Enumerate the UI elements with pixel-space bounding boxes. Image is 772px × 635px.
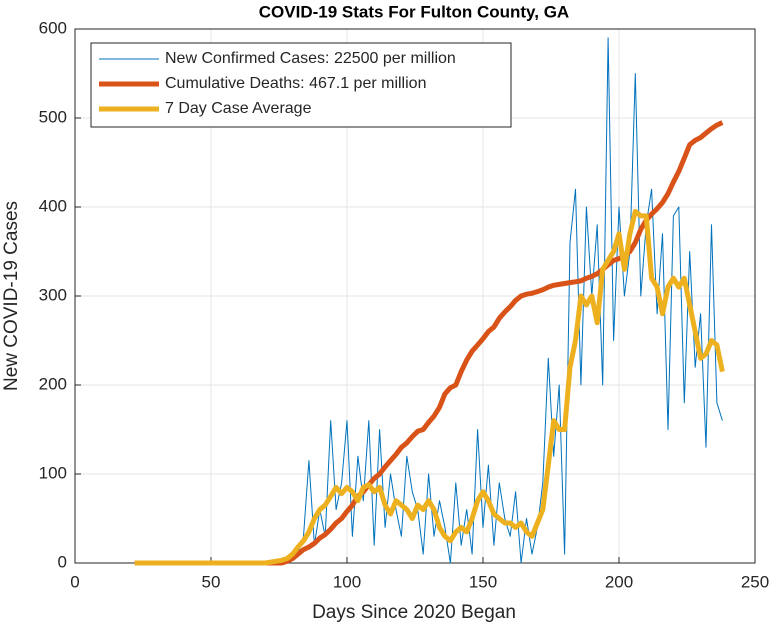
x-tick-label: 150 (469, 572, 497, 591)
legend-label: New Confirmed Cases: 22500 per million (165, 50, 456, 67)
y-tick-label: 0 (58, 552, 67, 571)
x-tick-label: 200 (605, 572, 633, 591)
y-tick-label: 500 (39, 107, 67, 126)
legend-label: Cumulative Deaths: 467.1 per million (165, 75, 426, 92)
y-tick-label: 600 (39, 18, 67, 37)
x-tick-label: 0 (70, 572, 79, 591)
plot-frame (74, 28, 756, 564)
y-tick-label: 400 (39, 196, 67, 215)
y-tick-label: 200 (39, 374, 67, 393)
y-tick-label: 300 (39, 285, 67, 304)
y-tick-label: 100 (39, 463, 67, 482)
x-axis-label: Days Since 2020 Began (312, 602, 516, 623)
y-axis-label: New COVID-19 Cases (1, 201, 22, 391)
legend-box (90, 42, 512, 128)
line-series (134, 208, 725, 566)
x-tick-label: 250 (741, 572, 769, 591)
chart-title: COVID-19 Stats For Fulton County, GA (259, 2, 569, 21)
x-tick-label: 50 (202, 572, 221, 591)
legend-label: 7 Day Case Average (165, 100, 312, 117)
x-tick-label: 100 (333, 572, 361, 591)
